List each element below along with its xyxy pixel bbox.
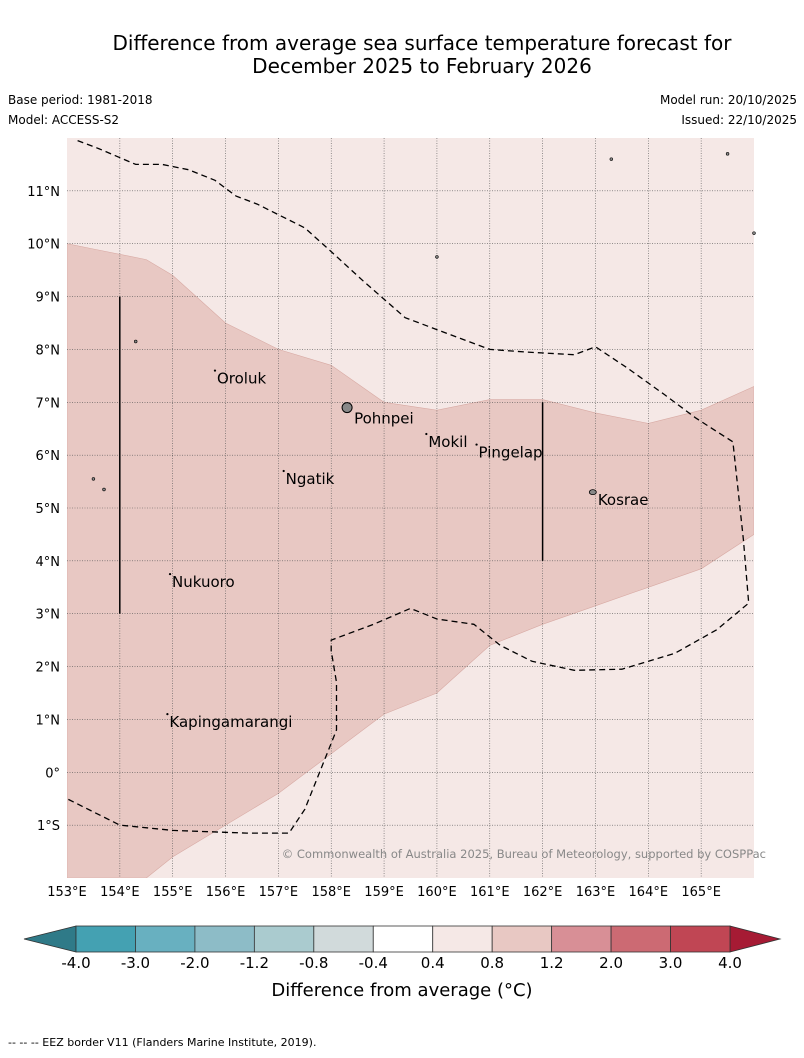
islet-marker xyxy=(134,339,138,344)
lat-tick-label: 7°N xyxy=(36,396,61,411)
lat-tick-label: 5°N xyxy=(36,502,61,517)
islet-marker xyxy=(102,487,106,492)
colorbar-tick-label: -1.2 xyxy=(240,954,269,972)
colorbar-tick-label: 2.0 xyxy=(599,954,623,972)
colorbar-tick-label: 4.0 xyxy=(718,954,742,972)
island-marker xyxy=(166,713,169,716)
colorbar-bin xyxy=(491,925,553,953)
colorbar-title: Difference from average (°C) xyxy=(271,980,533,1001)
model-run: Model run: 20/10/2025 xyxy=(659,93,797,107)
colorbar-tick-label: -2.0 xyxy=(180,954,209,972)
islet-marker xyxy=(725,152,730,156)
lat-tick-label: 11°N xyxy=(27,185,60,200)
lon-tick-label: 163°E xyxy=(576,885,616,900)
lat-tick-label: 6°N xyxy=(36,449,61,464)
lon-tick-label: 154°E xyxy=(100,885,140,900)
colorbar-bin xyxy=(372,925,434,953)
island-marker xyxy=(588,489,597,496)
lat-tick-label: 0° xyxy=(45,766,60,781)
copyright-notice: © Commonwealth of Australia 2025, Bureau… xyxy=(282,847,766,861)
base-period: Base period: 1981-2018 xyxy=(8,93,153,107)
islet-marker xyxy=(752,231,756,235)
islet-marker xyxy=(609,157,614,161)
lon-tick-label: 159°E xyxy=(364,885,404,900)
colorbar-tick-label: -3.0 xyxy=(121,954,150,972)
island-label: Pohnpei xyxy=(354,410,414,428)
island-label: Kapingamarangi xyxy=(169,713,292,731)
colorbar-tick-label: -0.4 xyxy=(359,954,388,972)
colorbar-tick-label: 0.4 xyxy=(421,954,445,972)
island-label: Kosrae xyxy=(598,491,649,509)
island-label: Pingelap xyxy=(479,444,543,462)
lon-tick-label: 153°E xyxy=(47,885,87,900)
colorbar-bin xyxy=(610,925,671,953)
lon-tick-label: 155°E xyxy=(153,885,193,900)
lat-tick-label: 3°N xyxy=(36,608,61,623)
island-marker xyxy=(213,369,217,372)
colorbar-bin xyxy=(313,925,374,953)
colorbar-tick-label: -4.0 xyxy=(61,954,90,972)
lon-tick-label: 156°E xyxy=(206,885,246,900)
lat-tick-label: 10°N xyxy=(27,238,60,253)
island-marker xyxy=(282,469,285,473)
colorbar-bin xyxy=(135,925,196,953)
lon-tick-label: 164°E xyxy=(629,885,669,900)
islet-marker xyxy=(435,255,439,259)
map-title: Difference from average sea surface temp… xyxy=(40,32,804,78)
colorbar-tick-label: 3.0 xyxy=(659,954,683,972)
lat-tick-label: 1°N xyxy=(36,713,61,728)
island-label: Ngatik xyxy=(286,470,335,488)
colorbar-bin xyxy=(551,925,612,953)
colorbar-tick-label: 0.8 xyxy=(480,954,504,972)
title-line-1: Difference from average sea surface temp… xyxy=(112,31,732,55)
eez-border-dashed xyxy=(67,139,750,834)
colorbar-bin xyxy=(432,925,493,953)
title-line-2: December 2025 to February 2026 xyxy=(252,54,592,78)
colorbar-extend-low xyxy=(23,925,77,953)
colorbar-bin xyxy=(75,925,136,953)
island-marker xyxy=(475,443,478,446)
colorbar-tick-label: 1.2 xyxy=(540,954,564,972)
colorbar-bin xyxy=(253,925,315,953)
lon-tick-label: 165°E xyxy=(681,885,721,900)
lon-tick-label: 162°E xyxy=(523,885,563,900)
island-label: Nukuoro xyxy=(172,573,235,591)
colorbar-tick-label: -0.8 xyxy=(299,954,328,972)
colorbar-extend-high xyxy=(729,925,782,953)
lon-tick-label: 158°E xyxy=(311,885,351,900)
lon-tick-label: 161°E xyxy=(470,885,510,900)
island-label: Oroluk xyxy=(217,370,266,388)
issued-date: Issued: 22/10/2025 xyxy=(681,113,797,127)
lat-tick-label: 2°N xyxy=(36,661,61,676)
lat-tick-label: 9°N xyxy=(36,291,61,306)
lat-tick-label: 8°N xyxy=(36,343,61,358)
islet-marker xyxy=(91,477,96,481)
lon-tick-label: 157°E xyxy=(259,885,299,900)
model-name: Model: ACCESS-S2 xyxy=(8,113,120,127)
lat-tick-label: 1°S xyxy=(37,819,60,834)
island-label: Mokil xyxy=(428,433,467,451)
colorbar-bin xyxy=(194,925,255,953)
lat-tick-label: 4°N xyxy=(36,555,61,570)
island-marker xyxy=(341,402,353,414)
colorbar-bin xyxy=(670,925,731,953)
lon-tick-label: 160°E xyxy=(417,885,457,900)
island-marker xyxy=(168,572,172,576)
island-marker xyxy=(425,432,428,436)
eez-footnote: -- -- -- EEZ border V11 (Flanders Marine… xyxy=(8,1036,317,1049)
